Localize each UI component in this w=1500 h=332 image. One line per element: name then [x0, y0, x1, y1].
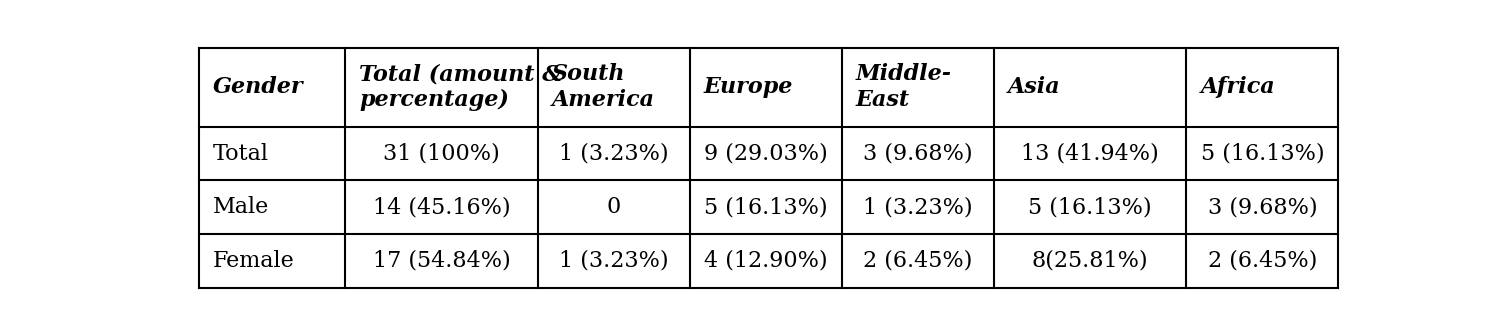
- Text: 14 (45.16%): 14 (45.16%): [374, 196, 510, 218]
- Text: South
America: South America: [552, 63, 656, 111]
- Text: 2 (6.45%): 2 (6.45%): [862, 250, 972, 272]
- Text: Africa: Africa: [1200, 76, 1275, 98]
- Text: Male: Male: [213, 196, 270, 218]
- Text: 17 (54.84%): 17 (54.84%): [372, 250, 510, 272]
- Text: 0: 0: [608, 196, 621, 218]
- Text: 3 (9.68%): 3 (9.68%): [862, 143, 972, 165]
- Text: 1 (3.23%): 1 (3.23%): [862, 196, 972, 218]
- Text: Female: Female: [213, 250, 296, 272]
- Text: Middle-
East: Middle- East: [855, 63, 951, 111]
- Text: 5 (16.13%): 5 (16.13%): [1029, 196, 1152, 218]
- Text: 31 (100%): 31 (100%): [382, 143, 500, 165]
- Text: 9 (29.03%): 9 (29.03%): [704, 143, 828, 165]
- Text: Europe: Europe: [704, 76, 794, 98]
- Text: 5 (16.13%): 5 (16.13%): [704, 196, 828, 218]
- Text: Asia: Asia: [1008, 76, 1060, 98]
- Text: Total (amount &
percentage): Total (amount & percentage): [358, 63, 562, 111]
- Text: 5 (16.13%): 5 (16.13%): [1200, 143, 1324, 165]
- Text: 3 (9.68%): 3 (9.68%): [1208, 196, 1317, 218]
- Text: 1 (3.23%): 1 (3.23%): [560, 250, 669, 272]
- Text: 4 (12.90%): 4 (12.90%): [704, 250, 828, 272]
- Text: Gender: Gender: [213, 76, 303, 98]
- Text: 8(25.81%): 8(25.81%): [1032, 250, 1149, 272]
- Text: 2 (6.45%): 2 (6.45%): [1208, 250, 1317, 272]
- Text: 13 (41.94%): 13 (41.94%): [1022, 143, 1160, 165]
- Text: 1 (3.23%): 1 (3.23%): [560, 143, 669, 165]
- Text: Total: Total: [213, 143, 268, 165]
